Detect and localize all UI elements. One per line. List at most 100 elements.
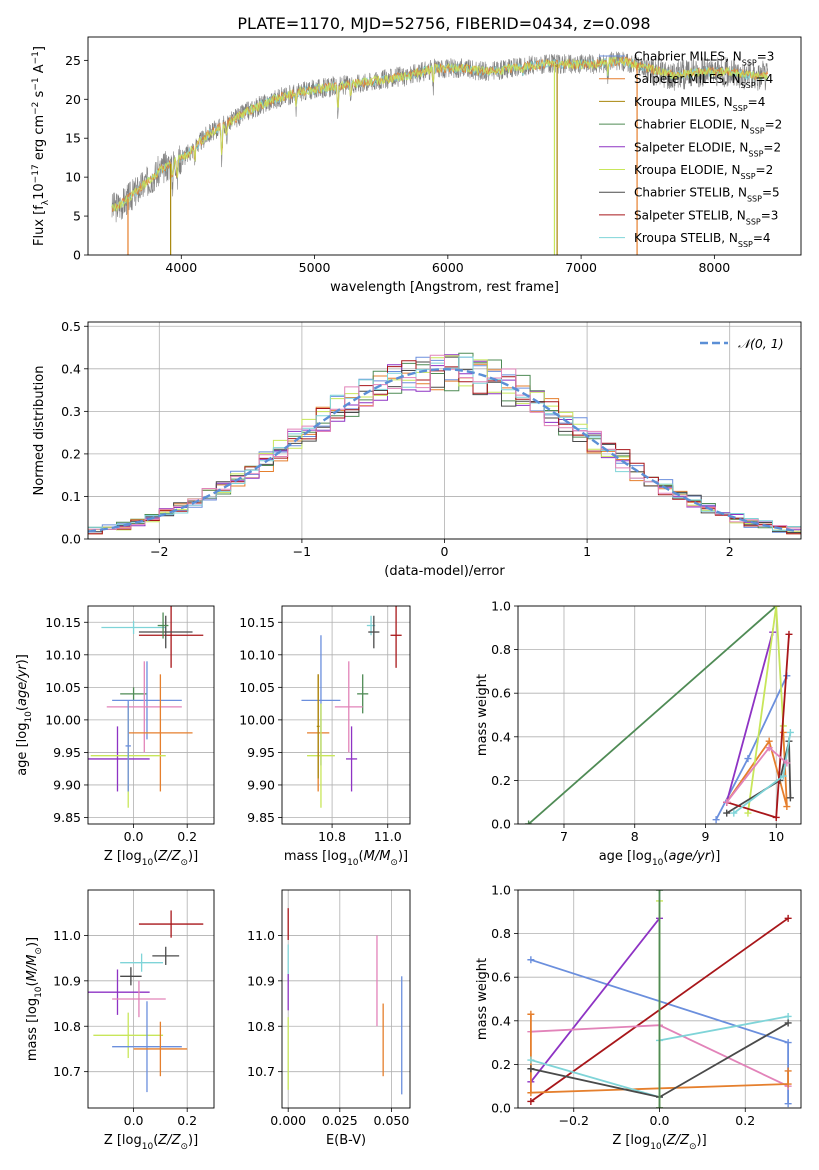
legend-label: Salpeter STELIB, NSSP=3 [634, 208, 778, 226]
errorbar-point [112, 1001, 182, 1093]
errorbar-point [316, 674, 320, 779]
x-axis-label-part: mass [log [284, 849, 347, 864]
x-tick-label: 8 [631, 829, 639, 844]
x-axis-label-part: ⊙ [180, 1142, 188, 1152]
legend-label-text: Kroupa STELIB, N [634, 231, 738, 245]
model-spectrum [111, 55, 769, 212]
legend-label-text: Kroupa MILES, N [634, 95, 733, 109]
x-tick-label: 7000 [565, 260, 597, 275]
y-axis-label-part: mass weight [475, 958, 490, 1040]
y-axis-label: Normed distribution [32, 366, 47, 496]
weight-marker [784, 1100, 792, 1108]
x-tick-label: 7 [560, 829, 568, 844]
x-axis-label-part: Z/Z [157, 849, 181, 864]
x-axis-label: wavelength [Angstrom, rest frame] [330, 280, 559, 295]
y-tick-label: 0.2 [491, 773, 511, 788]
weight-marker [744, 809, 752, 817]
y-tick-label: 9.85 [53, 810, 81, 825]
errorbar-point [120, 687, 147, 701]
x-tick-label: 10.8 [318, 829, 346, 844]
x-axis-label-part: Z [log [612, 1133, 650, 1148]
y-axis-label: age [log10(age/yr)] [15, 654, 34, 776]
x-tick-label: 0.050 [374, 1113, 410, 1128]
y-tick-label: 25 [65, 53, 81, 68]
weight-marker [527, 1089, 535, 1097]
y-tick-label: 9.95 [53, 745, 81, 760]
y-axis-label: mass weight [475, 674, 490, 756]
mass-vs-EBV-panel: 0.000 0.025 0.050 10.7 10.8 10.9 11.0 E(B-V) [247, 889, 411, 1148]
axes-frame [87, 605, 215, 825]
errorbar-point [125, 700, 131, 792]
x-tick-label: 9 [702, 829, 710, 844]
x-axis-label-part: Z [log [104, 1133, 142, 1148]
x-tick-label: 0.000 [270, 1113, 306, 1128]
legend-label-value: =5 [762, 186, 780, 200]
y-tick-label: 10.9 [247, 973, 275, 988]
x-axis-label-part: )] [697, 1133, 707, 1148]
legend-label-sub: SSP [747, 194, 762, 203]
errorbar-point [101, 620, 166, 634]
y-axis-label-part: −1 [31, 77, 41, 90]
legend-label-sub: SSP [742, 58, 757, 67]
y-axis-label-part: erg cm [32, 115, 47, 164]
y-tick-label: 1.0 [491, 599, 511, 614]
y-tick-label: 20 [65, 92, 81, 107]
weight-marker [525, 820, 533, 824]
x-axis-label-part: M/M [364, 849, 391, 864]
x-axis-label-part: 10 [347, 858, 359, 868]
spectrum-panel: 4000 5000 6000 7000 8000 0 5 10 15 20 25 wavelength… [31, 36, 802, 295]
weight-marker [712, 816, 720, 824]
x-axis-label-part: ( [153, 849, 158, 864]
y-tick-label: 0 [73, 248, 81, 263]
normal-curve [88, 368, 799, 533]
x-axis-label-part: ( [153, 1133, 158, 1148]
y-axis-label-part: age/yr [15, 663, 30, 706]
weight-marker [786, 794, 794, 802]
y-tick-label: 10.05 [239, 680, 275, 695]
age-vs-mass-plot-area [301, 606, 402, 808]
legend-label-sub: SSP [748, 149, 763, 158]
x-axis-label: age [log10(age/yr)] [599, 849, 721, 868]
weight-marker [772, 813, 780, 821]
y-tick-label: 10.10 [45, 647, 81, 662]
weight-marker [784, 1019, 792, 1027]
y-axis-label-part: 10 [34, 986, 44, 998]
residuals-panel: −2 −1 0 1 2 0.0 0.1 0.2 0.3 0.4 0.5 (data-model)/er… [32, 319, 802, 579]
errorbar-point [357, 674, 369, 714]
x-axis-label-part: 10 [650, 1142, 662, 1152]
y-axis-label-part: ( [25, 981, 40, 986]
errorbar-point [133, 1021, 188, 1077]
figure-title: PLATE=1170, MJD=52756, FIBERID=0434, z=0… [237, 14, 650, 33]
x-tick-label: 2 [726, 544, 734, 559]
y-axis-label-part: Flux [f [32, 205, 47, 246]
y-tick-label: 10 [65, 170, 81, 185]
x-tick-label: 1 [583, 544, 591, 559]
errorbar-point [138, 606, 204, 668]
y-tick-label: 10.15 [45, 615, 81, 630]
x-tick-label: 0.0 [650, 1113, 670, 1128]
axes-frame [87, 36, 802, 256]
y-tick-label: 10.7 [247, 1064, 275, 1079]
legend-label: Kroupa MILES, NSSP=4 [634, 95, 765, 113]
age-vs-Z-plot-area [88, 606, 204, 808]
axes-frame [281, 605, 411, 825]
legend-label: Kroupa STELIB, NSSP=4 [634, 231, 771, 249]
x-axis-label: mass [log10(M/M⊙)] [284, 849, 408, 868]
x-axis-label-part: E(B-V) [326, 1133, 366, 1148]
y-tick-label: 0.8 [491, 642, 511, 657]
x-axis-label-part: ⊙ [390, 858, 398, 868]
legend-label-sub: SSP [741, 172, 756, 181]
mass-weight-vs-Z-plot-area [527, 890, 792, 1108]
legend-label-text: Kroupa ELODIE, N [634, 163, 741, 177]
x-axis-label-part: 10 [142, 1142, 154, 1152]
y-axis-label-part: −17 [31, 164, 41, 183]
y-axis-label-part: λ [41, 199, 51, 205]
x-axis-label: Z [log10(Z/Z⊙)] [104, 849, 198, 868]
y-axis-label-part: mass weight [475, 674, 490, 756]
legend-label-value: =4 [756, 72, 774, 86]
weight-marker [527, 1065, 535, 1073]
legend-label: Chabrier ELODIE, NSSP=2 [634, 118, 782, 136]
y-axis-label-part: ⊙ [34, 947, 44, 955]
mass-vs-Z-panel: 0.0 0.210.710.810.911.0Z [log10(Z/Z⊙)]mas… [25, 889, 215, 1152]
errorbar-point [307, 703, 335, 808]
